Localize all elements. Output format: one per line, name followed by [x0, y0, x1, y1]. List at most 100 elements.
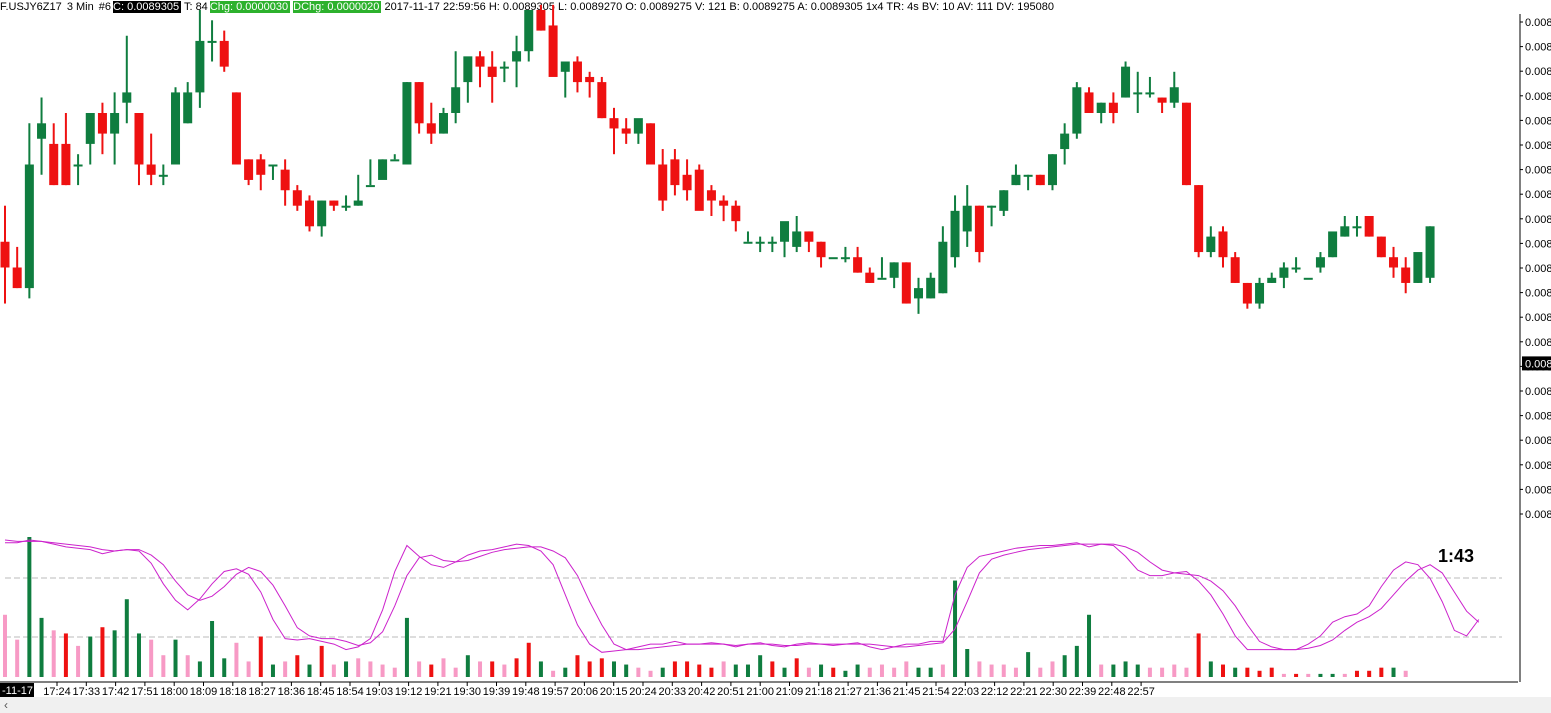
volume-bar [270, 664, 275, 677]
volume-bar [185, 655, 190, 677]
time-tick-label: 22:12 [981, 686, 1009, 698]
time-tick-label: 17:51 [131, 686, 159, 698]
candle-body [548, 25, 558, 77]
volume-bar [989, 664, 994, 677]
candle-body [767, 241, 777, 244]
volume-bar [879, 664, 884, 677]
volume-bar [356, 658, 361, 677]
volume-bar [112, 630, 117, 677]
candle-body [877, 277, 887, 280]
volume-bar [1184, 667, 1189, 677]
candle-body [110, 113, 120, 134]
candle-body [1401, 267, 1411, 283]
candle-body [572, 61, 582, 83]
volume-bar [794, 658, 799, 677]
candle-body [524, 10, 534, 52]
volume-bar [441, 658, 446, 677]
volume-bar [636, 667, 641, 677]
current-price-badge [1522, 356, 1551, 371]
stoch-d-line [4, 539, 1480, 651]
candle-body [341, 205, 351, 208]
candle-body [487, 66, 497, 77]
time-tick-label: 19:39 [483, 686, 511, 698]
volume-bar [672, 661, 677, 677]
candle-body [938, 241, 948, 294]
volume-bar [124, 599, 129, 677]
candle-body [780, 221, 790, 242]
time-tick-label: 19:57 [541, 686, 569, 698]
candle-body [646, 123, 656, 165]
volume-bar [1050, 661, 1055, 677]
time-tick-label: 18:27 [248, 686, 276, 698]
candle-body [305, 200, 314, 227]
time-tick-label: 21:00 [746, 686, 774, 698]
candle-body [1242, 282, 1252, 304]
volume-bar [721, 661, 726, 677]
price-tick-label: 0.008 [1525, 140, 1551, 152]
time-tick-label: 21:45 [893, 686, 921, 698]
volume-bar [1013, 667, 1018, 677]
volume-bar [1160, 667, 1165, 677]
candle-body [914, 288, 923, 299]
volume-bar [453, 667, 458, 677]
time-tick-label: 22:57 [1127, 686, 1155, 698]
volume-bar [1172, 664, 1177, 677]
volume-bar [136, 633, 141, 677]
volume-bar [587, 661, 592, 677]
volume-bar [806, 667, 811, 677]
candle-body [146, 164, 156, 175]
volume-bar [538, 661, 543, 677]
candle-body [512, 51, 522, 62]
volume-bar [1074, 645, 1079, 677]
candle-body [694, 169, 704, 211]
scroll-left-icon[interactable]: ‹ [4, 698, 8, 712]
time-tick-label: 19:48 [512, 686, 540, 698]
volume-bar [392, 667, 397, 677]
candle-body [158, 174, 168, 177]
time-tick-label: 20:33 [659, 686, 687, 698]
volume-bar [819, 664, 824, 677]
volume-bar [197, 661, 202, 677]
candle-body [61, 143, 71, 186]
candle-body [268, 164, 278, 167]
volume-bar [429, 664, 434, 677]
time-tick-label: 19:12 [395, 686, 423, 698]
volume-bar [855, 664, 860, 677]
symbol-label: F.USJY6Z17 [0, 1, 62, 13]
volume-bar [1342, 673, 1347, 677]
volume-bar [1281, 673, 1286, 677]
price-tick-label: 0.008 [1525, 386, 1551, 398]
candle-body [1389, 257, 1399, 268]
volume-bar [1026, 652, 1031, 677]
volume-bar [76, 645, 81, 677]
price-tick-label: 0.008 [1525, 312, 1551, 324]
candle-body [1072, 87, 1082, 134]
volume-bar [831, 667, 836, 677]
first-date-badge [0, 683, 34, 697]
price-tick-label: 0.008 [1525, 337, 1551, 349]
candle-body [536, 10, 546, 31]
volume-bar [502, 664, 507, 677]
candle-body [840, 257, 850, 260]
volume-bar [1147, 667, 1152, 677]
candle-body [499, 66, 509, 69]
volume-bar [1403, 670, 1408, 677]
candle-body [171, 92, 181, 165]
candle-body [560, 61, 570, 72]
time-tick-label: 22:21 [1010, 686, 1038, 698]
volume-bar [563, 667, 568, 677]
candle-body [1328, 231, 1338, 258]
volume-bar [161, 655, 166, 677]
candle-body [1047, 154, 1057, 186]
price-tick-label: 0.008 [1525, 165, 1551, 177]
volume-bar [380, 664, 385, 677]
volume-bar [404, 617, 409, 677]
time-tick-label: 20:15 [600, 686, 628, 698]
candle-body [37, 123, 47, 139]
price-tick-label: 0.008 [1525, 91, 1551, 103]
volume-bar [575, 655, 580, 677]
candle-body [365, 185, 375, 188]
volume-bar [465, 655, 470, 677]
time-tick-label: 21:54 [922, 686, 950, 698]
